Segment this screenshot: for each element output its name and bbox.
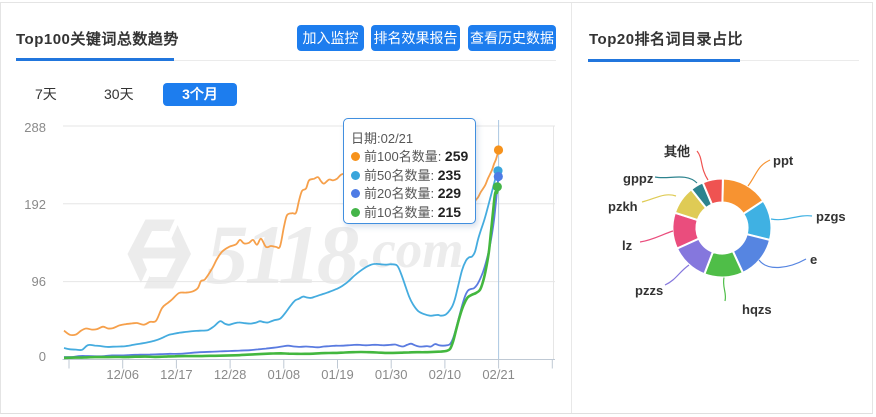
- svg-text:01/30: 01/30: [375, 367, 408, 382]
- svg-text:02/10: 02/10: [429, 367, 462, 382]
- svg-text:12/17: 12/17: [160, 367, 193, 382]
- svg-text:02/21: 02/21: [482, 367, 515, 382]
- svg-text:12/06: 12/06: [106, 367, 139, 382]
- svg-text:5118: 5118: [206, 208, 359, 302]
- svg-text:12/28: 12/28: [214, 367, 247, 382]
- svg-text:288: 288: [24, 120, 46, 135]
- svg-text:192: 192: [24, 197, 46, 212]
- svg-text:96: 96: [32, 274, 46, 289]
- svg-text:0: 0: [39, 349, 46, 364]
- svg-text:01/19: 01/19: [321, 367, 354, 382]
- svg-text:.com: .com: [359, 221, 464, 279]
- svg-text:01/08: 01/08: [268, 367, 301, 382]
